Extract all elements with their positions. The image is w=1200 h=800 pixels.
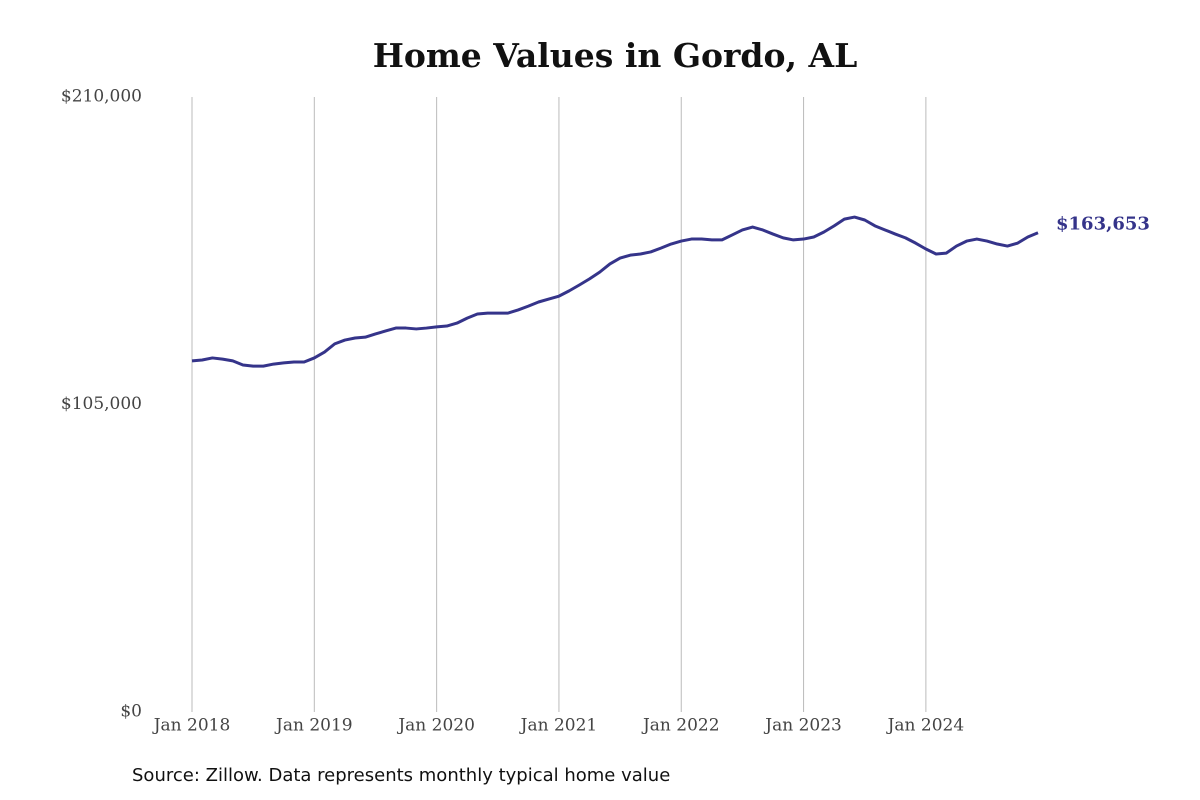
- x-tick-label: Jan 2018: [152, 716, 231, 736]
- x-tick-label: Jan 2020: [396, 716, 475, 736]
- x-tick-label: Jan 2019: [274, 716, 353, 736]
- x-tick-label: Jan 2022: [641, 716, 720, 736]
- chart-title: Home Values in Gordo, AL: [373, 36, 858, 75]
- value-label: $163,653: [1056, 214, 1150, 235]
- x-tick-label: Jan 2021: [519, 716, 598, 736]
- y-tick-label: $0: [120, 702, 142, 722]
- x-tick-label: Jan 2024: [886, 716, 965, 736]
- x-tick-label: Jan 2023: [763, 716, 842, 736]
- source-note: Source: Zillow. Data represents monthly …: [132, 765, 670, 786]
- line: [191, 215, 1039, 368]
- y-tick-label: $105,000: [61, 394, 142, 414]
- y-tick-label: $210,000: [61, 87, 142, 107]
